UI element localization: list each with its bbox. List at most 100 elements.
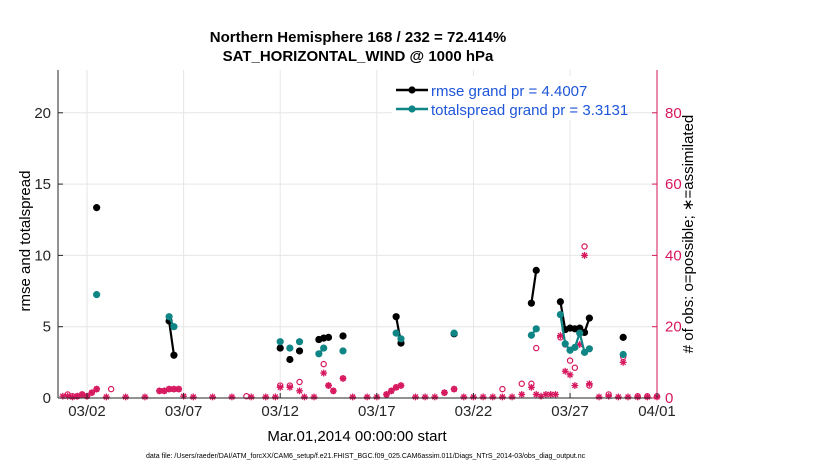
series-1-point-5-0 bbox=[315, 350, 323, 358]
legend: rmse grand pr = 4.4007 totalspread grand… bbox=[392, 76, 628, 120]
series-1-point-10-6 bbox=[585, 345, 593, 353]
obs-assimilated-point-24 bbox=[286, 383, 294, 391]
obs-assimilated-point-33 bbox=[363, 393, 371, 401]
obs-assimilated-point-49 bbox=[508, 393, 516, 401]
obs-assimilated-point-23 bbox=[276, 383, 284, 391]
obs-assimilated-point-66 bbox=[614, 393, 622, 401]
series-totalspread bbox=[93, 291, 627, 359]
series-0-point-2-0 bbox=[276, 344, 284, 352]
series-0-point-11-0 bbox=[619, 333, 627, 341]
obs-assimilated-point-29 bbox=[325, 382, 332, 389]
x-tick-label-4: 03/22 bbox=[455, 403, 493, 420]
obs-possible-point-13 bbox=[243, 393, 250, 400]
series-1-point-9-1 bbox=[532, 325, 540, 333]
obs-assimilated-point-68 bbox=[624, 393, 632, 401]
series-1-point-10-3 bbox=[571, 343, 579, 351]
series-1-point-11-0 bbox=[619, 350, 627, 359]
obs-assimilated-point-35 bbox=[383, 391, 390, 398]
obs-assimilated-point-64 bbox=[595, 393, 603, 401]
series-1-point-1-1 bbox=[170, 323, 178, 331]
y-tick-label-2: 10 bbox=[34, 247, 51, 264]
series-1-point-4-0 bbox=[295, 338, 304, 346]
obs-assimilated-point-70 bbox=[643, 393, 651, 401]
obs-assimilated-point-31 bbox=[339, 374, 347, 382]
y2-tick-label-4: 80 bbox=[665, 105, 682, 122]
obs-assimilated-point-62 bbox=[581, 251, 588, 259]
series-0-point-10-6 bbox=[585, 314, 593, 322]
series-0-point-7-0 bbox=[392, 313, 400, 321]
obs-assimilated-point-7 bbox=[93, 385, 101, 393]
y-tick-label-3: 15 bbox=[34, 176, 51, 193]
y2-tick-label-1: 20 bbox=[665, 319, 682, 336]
x-tick-label-6: 04/01 bbox=[638, 403, 676, 420]
series-0-segment-1 bbox=[168, 320, 176, 356]
obs-assimilated-point-43 bbox=[450, 385, 458, 393]
series-0-point-4-0 bbox=[295, 347, 304, 355]
x-tick-label-3: 03/17 bbox=[358, 403, 396, 420]
obs-possible-point-16 bbox=[296, 378, 303, 386]
series-1-point-1-0 bbox=[165, 313, 173, 321]
obs-possible-point-27 bbox=[499, 385, 506, 393]
obs-possible-point-17 bbox=[320, 360, 327, 368]
series-1-point-10-1 bbox=[561, 340, 569, 348]
obs-possible-point-7 bbox=[107, 385, 115, 393]
obs-assimilated-point-26 bbox=[300, 393, 308, 401]
series-0-point-9-0 bbox=[527, 299, 536, 307]
series-1-point-5-1 bbox=[320, 344, 328, 352]
obs-assimilated-point-47 bbox=[489, 393, 497, 401]
obs-assimilated-point-20 bbox=[247, 393, 255, 401]
y-tick-label-4: 20 bbox=[34, 105, 51, 122]
axes: 03/02 03/07 03/12 03/17 03/22 03/27 04/0105101… bbox=[34, 70, 682, 420]
series-0-point-3-0 bbox=[286, 355, 294, 364]
obs-assimilated-point-44 bbox=[460, 393, 468, 401]
obs-assimilated-point-42 bbox=[441, 389, 448, 397]
series-1-point-6-0 bbox=[339, 347, 347, 355]
obs-assimilated-point-25 bbox=[296, 387, 303, 395]
series-1-point-10-4 bbox=[576, 329, 584, 337]
legend-rmse-marker bbox=[408, 86, 416, 94]
y2-tick-label-0: 0 bbox=[665, 390, 673, 407]
y2-tick-label-2: 40 bbox=[665, 247, 682, 264]
obs-assimilated-point-14 bbox=[170, 385, 178, 393]
series-0-point-9-1 bbox=[532, 266, 540, 274]
obs-assimilated-point-67 bbox=[619, 358, 627, 366]
series-1-point-7-0 bbox=[392, 329, 400, 337]
obs-assimilated-point-58 bbox=[561, 367, 569, 375]
y-axis-label: rmse and totalspread bbox=[17, 171, 34, 312]
obs-assimilated-point-63 bbox=[585, 380, 593, 388]
data-series bbox=[93, 204, 627, 364]
series-0-point-5-2 bbox=[324, 333, 333, 341]
series-1-point-10-0 bbox=[556, 310, 564, 319]
series-1-point-9-0 bbox=[527, 331, 536, 339]
chart-subtitle: SAT_HORIZONTAL_WIND @ 1000 hPa bbox=[223, 48, 494, 65]
series-0-segment-9 bbox=[530, 270, 538, 304]
series-1-point-2-0 bbox=[276, 338, 284, 346]
obs-assimilated-point-28 bbox=[320, 369, 328, 377]
legend-spread-marker bbox=[408, 105, 416, 113]
obs-assimilated-point-59 bbox=[566, 371, 574, 379]
obs-assimilated-point-9 bbox=[122, 393, 130, 401]
series-0-point-10-4 bbox=[576, 324, 584, 332]
obs-assimilated-point-56 bbox=[552, 391, 559, 398]
x-axis-label: Mar.01,2014 00:00:00 start bbox=[267, 428, 447, 445]
obs-assimilated-point-2 bbox=[69, 393, 76, 401]
obs-assimilated-point-17 bbox=[189, 393, 197, 401]
series-1-point-3-0 bbox=[286, 344, 294, 352]
x-tick-label-2: 03/12 bbox=[261, 403, 299, 420]
obs-assimilated-point-38 bbox=[397, 382, 405, 389]
legend-rmse-label: rmse grand pr = 4.4007 bbox=[431, 83, 587, 100]
series-0-point-10-0 bbox=[556, 298, 564, 306]
x-tick-label-1: 03/07 bbox=[165, 403, 203, 420]
series-1-point-8-0 bbox=[450, 329, 458, 337]
obs-possible-point-30 bbox=[533, 344, 540, 352]
obs-assimilated-point-50 bbox=[518, 391, 526, 398]
obs-assimilated-point-60 bbox=[571, 382, 579, 389]
data-file-footnote: data file: /Users/raeder/DAI/ATM_forcXX/… bbox=[146, 453, 586, 460]
obs-assimilated-point-54 bbox=[542, 391, 550, 398]
obs-assimilated-point-30 bbox=[329, 387, 337, 395]
y2-axis-label: # of obs: o=possible; ∗=assimilated bbox=[680, 115, 697, 354]
chart-title: Northern Hemisphere 168 / 232 = 72.414% bbox=[210, 29, 506, 46]
series-1-point-0-0 bbox=[93, 291, 101, 299]
obs-assimilated-point-36 bbox=[387, 387, 395, 395]
